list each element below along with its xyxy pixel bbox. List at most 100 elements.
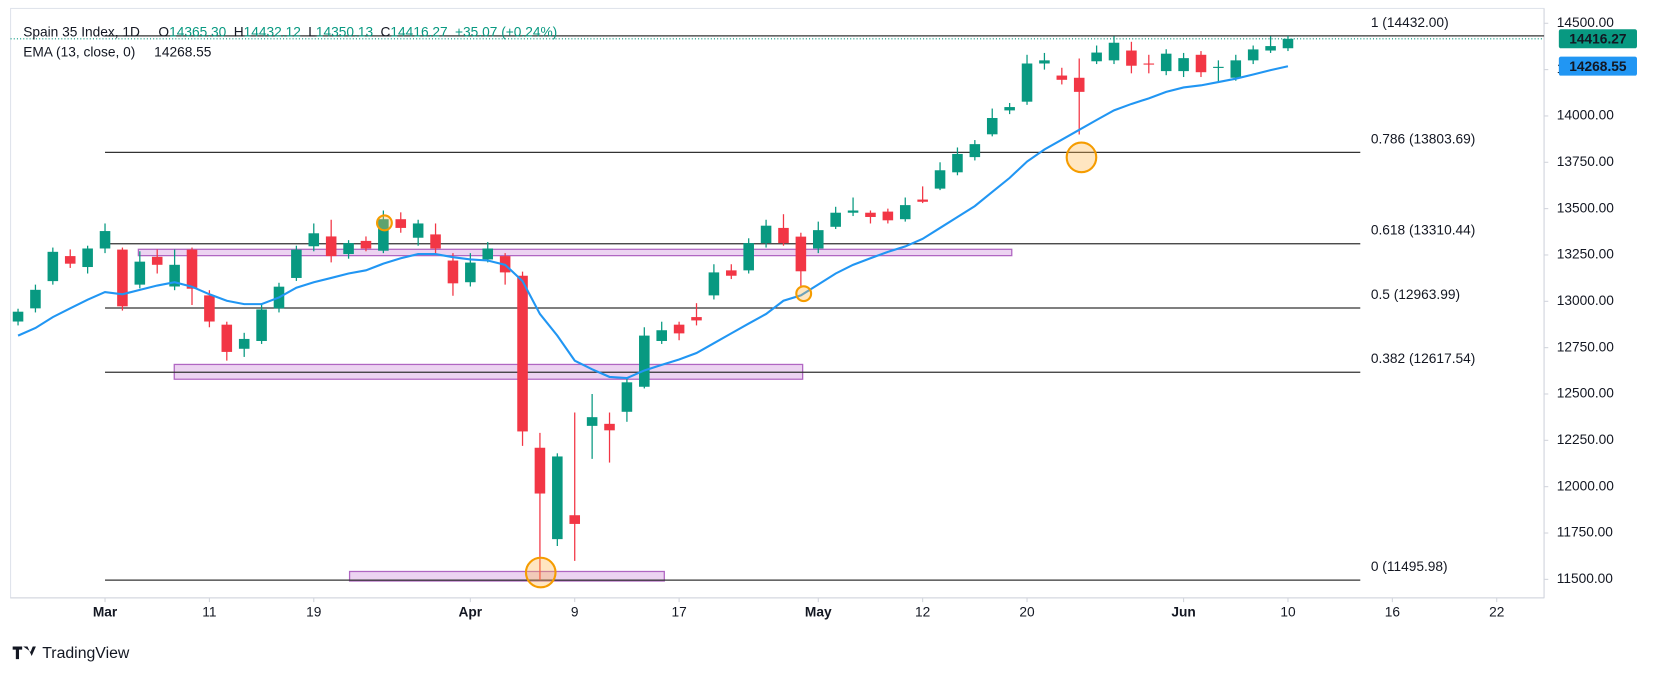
candle-body	[465, 262, 476, 283]
candle-body	[204, 295, 215, 322]
candle-body	[743, 243, 754, 271]
candle-body	[986, 117, 998, 135]
candle-body	[969, 144, 981, 158]
candle-body	[12, 311, 24, 322]
fib-label: 0.382 (12617.54)	[1371, 351, 1475, 366]
candle-body	[1247, 49, 1259, 61]
highlight	[524, 556, 557, 589]
candle-body	[708, 272, 720, 296]
candle-body	[1021, 63, 1033, 102]
candle-body	[552, 456, 563, 540]
x-tick-label: 12	[915, 604, 930, 619]
price-tag	[1558, 29, 1637, 49]
ohlc-key: C	[381, 24, 391, 39]
fib-label: 0 (11495.98)	[1371, 559, 1448, 574]
candle-body	[517, 275, 528, 432]
ohlc-value: 14350.13	[316, 24, 374, 39]
candle-body	[1004, 107, 1015, 111]
candle-body	[934, 170, 946, 189]
candle-body	[308, 233, 320, 247]
y-tick-label: 12000.00	[1557, 478, 1615, 493]
change: +35.07 (+0.24%)	[455, 24, 557, 39]
candle-body	[82, 248, 93, 268]
candle-body	[99, 231, 111, 249]
fib-label: 0.786 (13803.69)	[1371, 131, 1475, 146]
candle-body	[726, 270, 737, 276]
symbol-title: Spain 35 Index, 1D	[23, 24, 140, 39]
candle-body	[1143, 63, 1155, 65]
x-tick-label: 17	[671, 604, 686, 619]
ohlc-key: O	[158, 24, 169, 39]
y-tick-label: 13500.00	[1557, 200, 1615, 215]
y-tick-label: 13250.00	[1557, 247, 1615, 262]
ohlc-key: H	[234, 24, 244, 39]
candle-body	[412, 223, 424, 238]
candle-body	[760, 225, 772, 244]
candle-body	[1073, 77, 1085, 92]
candle-body	[639, 335, 650, 387]
candle-body	[221, 324, 233, 352]
candle-body	[1195, 54, 1207, 73]
candle-body	[1126, 50, 1137, 66]
y-tick-label: 12750.00	[1557, 339, 1615, 354]
candle-body	[691, 317, 702, 321]
candle-body	[586, 417, 598, 426]
candle-body	[256, 309, 267, 341]
candle-body	[604, 423, 615, 431]
brand-logo	[12, 646, 36, 660]
x-tick-label: 9	[571, 604, 579, 619]
candle-body	[847, 210, 859, 213]
y-tick-label: 14500.00	[1557, 15, 1615, 30]
header: Spain 35 Index, 1D O14365.30 H14432.12 L14…	[23, 24, 557, 59]
candle-body	[430, 234, 441, 249]
x-tick-label: 22	[1489, 604, 1504, 619]
ema-line	[17, 65, 1289, 380]
ohlc-value: 14416.27	[390, 24, 447, 39]
candle-body	[534, 447, 546, 494]
candle-body	[47, 251, 59, 282]
brand: TradingView	[12, 645, 130, 662]
highlight	[375, 214, 393, 232]
candle-body	[1230, 60, 1242, 78]
candle-body	[238, 338, 250, 349]
candle-body	[899, 205, 911, 220]
candle-body	[151, 256, 163, 265]
y-tick-label: 14000.00	[1557, 108, 1615, 123]
candle-body	[1213, 66, 1224, 68]
fib-label: 1 (14432.00)	[1371, 15, 1449, 30]
candle-body	[186, 249, 198, 289]
y-tick-label: 12500.00	[1557, 386, 1615, 401]
y-tick-label: 13000.00	[1557, 293, 1615, 308]
x-tick-label: Apr	[459, 604, 483, 619]
candle-body	[291, 249, 302, 278]
ohlc-value: 14432.12	[244, 24, 301, 39]
candle-body	[1108, 42, 1120, 61]
ohlc-key: L	[308, 24, 316, 39]
candle-body	[1160, 53, 1172, 72]
candle-body	[1091, 52, 1102, 62]
candle-body	[134, 261, 146, 285]
candle-body	[569, 515, 581, 524]
candle-body	[325, 236, 337, 257]
ema-tag-label: 14268.55	[1569, 59, 1627, 74]
highlights	[375, 141, 1098, 589]
plot: 11500.00 11750.00 12000.00 12250.00 12500.00…	[10, 15, 1637, 619]
x-tick-label: Mar	[93, 604, 118, 619]
indicator-value: 14268.55	[154, 44, 212, 59]
ohlc-value: 14365.30	[169, 24, 227, 39]
candle-body	[795, 236, 807, 272]
zone	[348, 570, 665, 582]
candle-body	[169, 264, 180, 287]
candle-body	[952, 153, 963, 173]
candle-body	[865, 212, 876, 217]
candle-body	[64, 256, 76, 264]
price-tag-label: 14416.27	[1569, 31, 1627, 46]
candle-body	[447, 260, 459, 284]
ema-tag	[1558, 56, 1637, 76]
fib-label: 0.5 (12963.99)	[1371, 287, 1460, 302]
y-tick-label: 11750.00	[1557, 525, 1614, 540]
candle-body	[30, 289, 41, 309]
x-tick-label: 19	[306, 604, 321, 619]
